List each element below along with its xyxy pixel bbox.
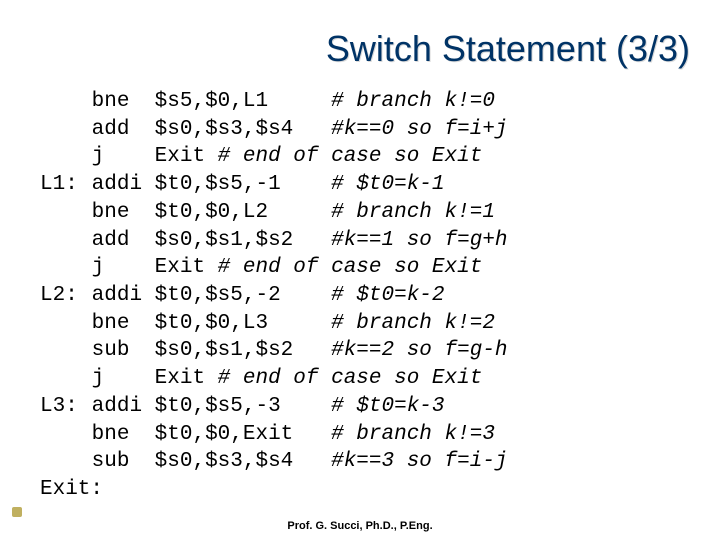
code-line: sub$s0,$s1,$s2 #k==2 so f=g-h xyxy=(40,337,690,365)
code-opcode: bne xyxy=(92,199,155,227)
code-args: $s0,$s3,$s4 xyxy=(155,118,331,141)
code-args: $t0,$0,L3 xyxy=(155,312,331,335)
code-args: $s5,$0,L1 xyxy=(155,90,331,113)
code-comment: #k==0 so f=i+j xyxy=(331,118,507,141)
code-opcode: add xyxy=(92,227,155,255)
code-opcode: j xyxy=(92,365,155,393)
code-comment: # branch k!=3 xyxy=(331,423,495,446)
code-opcode: bne xyxy=(92,88,155,116)
code-comment: # end of case so Exit xyxy=(218,145,483,168)
code-label: L1: xyxy=(40,171,92,199)
code-opcode: sub xyxy=(92,448,155,476)
code-line: Exit: xyxy=(40,476,690,504)
code-args-comment: Exit # end of case so Exit xyxy=(155,367,483,390)
code-line: jExit # end of case so Exit xyxy=(40,143,690,171)
code-comment: # end of case so Exit xyxy=(218,256,483,279)
code-line: bne$t0,$0,L3 # branch k!=2 xyxy=(40,310,690,338)
code-args: $t0,$s5,-1 xyxy=(155,173,331,196)
code-comment: # $t0=k-2 xyxy=(331,284,444,307)
code-line: L3:addi$t0,$s5,-3 # $t0=k-3 xyxy=(40,393,690,421)
code-label: L2: xyxy=(40,282,92,310)
code-line: jExit # end of case so Exit xyxy=(40,254,690,282)
code-args: $t0,$s5,-3 xyxy=(155,395,331,418)
code-opcode: j xyxy=(92,254,155,282)
code-line: bne$t0,$0,Exit # branch k!=3 xyxy=(40,421,690,449)
code-opcode: add xyxy=(92,116,155,144)
code-line: L1:addi$t0,$s5,-1 # $t0=k-1 xyxy=(40,171,690,199)
code-args: $s0,$s3,$s4 xyxy=(155,450,331,473)
code-line: sub$s0,$s3,$s4 #k==3 so f=i-j xyxy=(40,448,690,476)
code-comment: # $t0=k-3 xyxy=(331,395,444,418)
code-args: $s0,$s1,$s2 xyxy=(155,339,331,362)
code-args: $t0,$0,L2 xyxy=(155,201,331,224)
code-block: bne$s5,$0,L1 # branch k!=0add$s0,$s3,$s4… xyxy=(40,88,690,504)
code-line: bne$s5,$0,L1 # branch k!=0 xyxy=(40,88,690,116)
code-line: add$s0,$s3,$s4 #k==0 so f=i+j xyxy=(40,116,690,144)
slide: Switch Statement (3/3) bne$s5,$0,L1 # br… xyxy=(0,0,720,540)
code-comment: # end of case so Exit xyxy=(218,367,483,390)
slide-title: Switch Statement (3/3) xyxy=(30,28,690,70)
footer-attribution: Prof. G. Succi, Ph.D., P.Eng. xyxy=(0,520,720,532)
code-line: jExit # end of case so Exit xyxy=(40,365,690,393)
code-comment: # branch k!=1 xyxy=(331,201,495,224)
code-opcode: addi xyxy=(92,282,155,310)
code-args: $s0,$s1,$s2 xyxy=(155,229,331,252)
code-comment: #k==1 so f=g+h xyxy=(331,229,507,252)
code-comment: # branch k!=2 xyxy=(331,312,495,335)
decorative-bullet-icon xyxy=(12,507,22,517)
code-line: L2:addi$t0,$s5,-2 # $t0=k-2 xyxy=(40,282,690,310)
code-opcode: sub xyxy=(92,337,155,365)
code-args-comment: Exit # end of case so Exit xyxy=(155,256,483,279)
code-line: bne$t0,$0,L2 # branch k!=1 xyxy=(40,199,690,227)
code-opcode: j xyxy=(92,143,155,171)
code-label: Exit: xyxy=(40,476,92,504)
code-opcode: addi xyxy=(92,393,155,421)
code-opcode: bne xyxy=(92,310,155,338)
code-opcode: bne xyxy=(92,421,155,449)
code-line: add$s0,$s1,$s2 #k==1 so f=g+h xyxy=(40,227,690,255)
code-args: $t0,$s5,-2 xyxy=(155,284,331,307)
code-label: L3: xyxy=(40,393,92,421)
code-args-comment: Exit # end of case so Exit xyxy=(155,145,483,168)
code-comment: #k==3 so f=i-j xyxy=(331,450,507,473)
code-opcode: addi xyxy=(92,171,155,199)
code-args: $t0,$0,Exit xyxy=(155,423,331,446)
code-comment: # branch k!=0 xyxy=(331,90,495,113)
code-comment: #k==2 so f=g-h xyxy=(331,339,507,362)
code-comment: # $t0=k-1 xyxy=(331,173,444,196)
